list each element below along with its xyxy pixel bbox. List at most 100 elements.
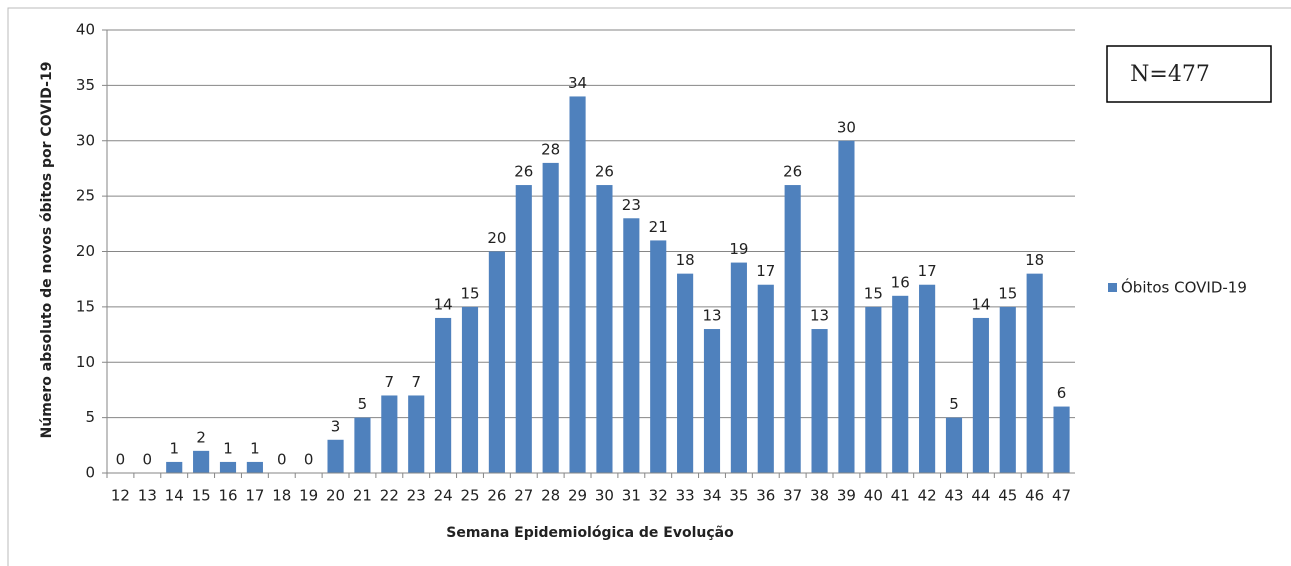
x-tick-label: 18: [272, 487, 291, 505]
data-label: 23: [622, 196, 641, 214]
bar: [838, 140, 855, 473]
y-tick-label: 30: [76, 131, 95, 149]
data-label: 34: [568, 74, 587, 92]
bar: [811, 329, 828, 473]
x-tick-label: 46: [1025, 487, 1044, 505]
bar: [596, 185, 613, 474]
bar: [623, 218, 640, 473]
bar: [461, 306, 479, 473]
bar: [1053, 406, 1070, 473]
x-tick-label: 15: [192, 487, 211, 505]
data-label: 1: [223, 439, 233, 457]
x-tick-label: 27: [514, 487, 533, 505]
data-label: 15: [998, 284, 1017, 302]
x-tick-label: 21: [353, 487, 372, 505]
x-tick-label: 24: [434, 487, 453, 505]
bar: [354, 417, 371, 473]
x-tick-label: 19: [299, 487, 318, 505]
x-tick-label: 35: [729, 487, 748, 505]
bar: [730, 262, 747, 473]
x-tick-label: 32: [649, 487, 668, 505]
bar: [892, 295, 909, 473]
bar: [757, 284, 774, 473]
x-tick-label: 34: [702, 487, 721, 505]
y-tick-label: 15: [76, 297, 95, 315]
x-tick-label: 43: [944, 487, 963, 505]
x-tick-label: 33: [676, 487, 695, 505]
annotation: N=477: [1130, 62, 1210, 87]
bar: [972, 317, 989, 473]
x-tick-label: 42: [918, 487, 937, 505]
data-label: 20: [487, 229, 506, 247]
bar: [219, 461, 237, 473]
bar: [703, 329, 721, 473]
data-label: 7: [411, 373, 421, 391]
y-tick-label: 25: [76, 187, 95, 205]
y-axis-title: Número absoluto de novos óbitos por COVI…: [39, 62, 55, 439]
x-tick-label: 37: [783, 487, 802, 505]
chart-frame: [7, 7, 1291, 566]
data-label: 13: [702, 307, 721, 325]
x-tick-label: 13: [138, 487, 157, 505]
data-label: 30: [837, 118, 856, 136]
data-label: 1: [250, 439, 260, 457]
bar: [542, 162, 559, 473]
bar: [435, 317, 452, 473]
data-label: 18: [1025, 251, 1044, 269]
bar: [1026, 273, 1043, 473]
data-label: 15: [460, 284, 479, 302]
y-tick-label: 40: [76, 21, 95, 39]
legend-label: Óbitos COVID-19: [1121, 278, 1247, 297]
bar: [677, 273, 694, 473]
x-tick-label: 40: [864, 487, 883, 505]
x-tick-label: 45: [998, 487, 1017, 505]
data-label: 16: [891, 273, 910, 291]
data-label: 0: [304, 451, 314, 469]
x-tick-label: 30: [595, 487, 614, 505]
data-label: 13: [810, 307, 829, 325]
x-tick-label: 38: [810, 487, 829, 505]
y-tick-label: 5: [85, 408, 95, 426]
data-label: 26: [514, 163, 533, 181]
data-label: 0: [143, 451, 153, 469]
bar: [999, 306, 1016, 473]
bar: [381, 395, 398, 473]
x-tick-label: 28: [541, 487, 560, 505]
bar: [569, 96, 586, 473]
x-tick-label: 39: [837, 487, 856, 505]
bar: [515, 185, 532, 474]
data-label: 21: [649, 218, 668, 236]
x-tick-label: 47: [1052, 487, 1071, 505]
x-tick-label: 22: [380, 487, 399, 505]
bar: [945, 417, 963, 473]
bar: [327, 439, 344, 473]
data-label: 17: [918, 262, 937, 280]
data-label: 1: [169, 439, 179, 457]
data-label: 18: [676, 251, 695, 269]
data-label: 15: [864, 284, 883, 302]
bar: [865, 306, 882, 473]
data-label: 19: [729, 240, 748, 258]
x-tick-label: 41: [891, 487, 910, 505]
x-tick-label: 31: [622, 487, 641, 505]
bar: [784, 185, 801, 474]
x-tick-label: 17: [245, 487, 264, 505]
x-tick-label: 12: [111, 487, 130, 505]
x-tick-label: 44: [971, 487, 990, 505]
data-label: 6: [1057, 384, 1067, 402]
data-label: 5: [949, 395, 959, 413]
x-tick-label: 26: [487, 487, 506, 505]
annotation-box: [1106, 45, 1272, 103]
x-tick-label: 36: [756, 487, 775, 505]
bar: [246, 461, 263, 473]
data-label: 14: [434, 295, 453, 313]
x-tick-label: 14: [165, 487, 184, 505]
bar: [193, 450, 210, 473]
bar: [650, 240, 667, 473]
data-label: 14: [971, 295, 990, 313]
data-label: 7: [385, 373, 395, 391]
legend-swatch: [1108, 283, 1117, 292]
data-label: 3: [331, 417, 341, 435]
data-label: 0: [116, 451, 126, 469]
